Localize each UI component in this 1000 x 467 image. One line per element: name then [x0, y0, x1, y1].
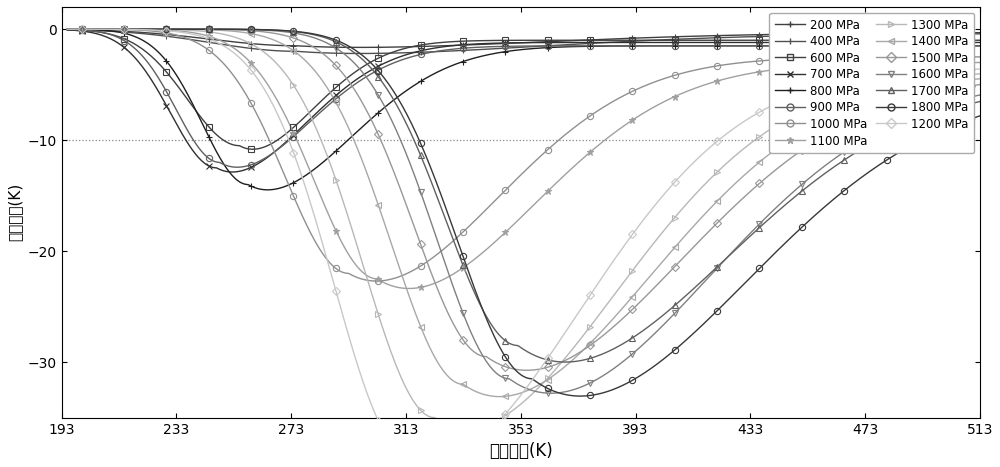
Legend: 200 MPa, 400 MPa, 600 MPa, 700 MPa, 800 MPa, 900 MPa, 1000 MPa, 1100 MPa, 1300 M: 200 MPa, 400 MPa, 600 MPa, 700 MPa, 800 …: [769, 13, 974, 154]
Y-axis label: 绝热温降(K): 绝热温降(K): [7, 183, 22, 241]
X-axis label: 环境温度(K): 环境温度(K): [489, 442, 553, 460]
